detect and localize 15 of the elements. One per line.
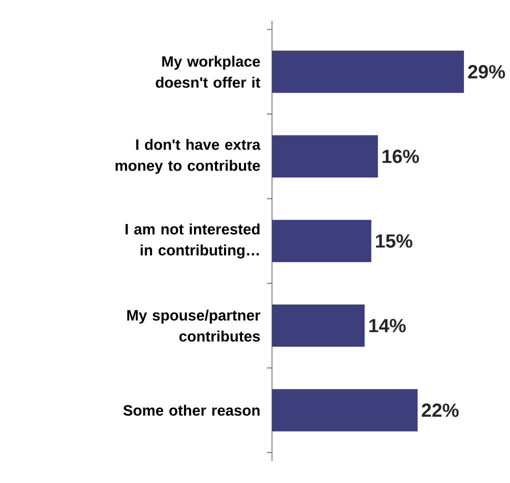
data-label: 14% [369, 318, 406, 332]
y-tick-label: My spouse/partner contributes [127, 310, 260, 342]
y-tick-label: My workplace doesn't offer it [156, 56, 260, 88]
data-label: 15% [376, 234, 412, 248]
bar [272, 135, 378, 178]
data-label: 16% [382, 150, 419, 164]
y-tick-label: I am not interested in contributing… [126, 223, 260, 259]
y-tick-label: I don't have extra money to contribute [116, 138, 261, 174]
data-label: 22% [422, 404, 459, 417]
bar [272, 50, 464, 93]
y-tick-label: Some other reason [123, 404, 260, 416]
data-label: 29% [468, 65, 505, 79]
bar [272, 389, 418, 432]
bar [272, 220, 372, 262]
bar [272, 304, 365, 347]
